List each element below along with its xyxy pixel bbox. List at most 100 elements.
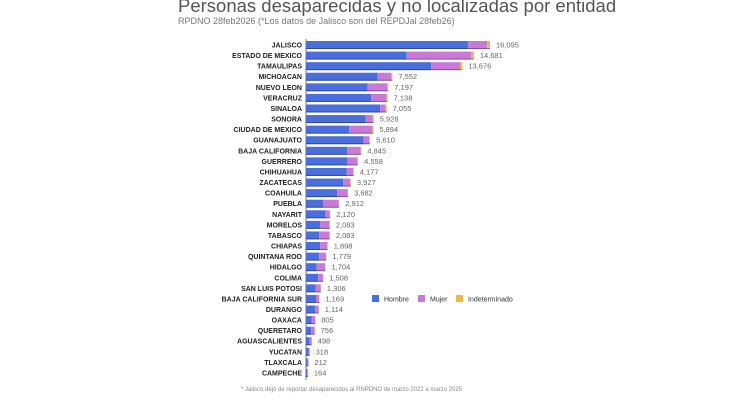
total-value-label: 756 (321, 326, 334, 335)
bar-shadow (306, 375, 308, 377)
bar-segment-indeterminado (372, 125, 374, 134)
category-label: DURANGO (266, 307, 303, 314)
bar-shadow (306, 249, 328, 251)
total-value-label: 2,083 (336, 231, 355, 240)
bar-shadow (306, 196, 349, 198)
bar-segment-hombre (306, 178, 344, 187)
bar-segment-mujer (347, 157, 358, 166)
bar-segment-hombre (306, 83, 368, 92)
bar-segment-mujer (343, 178, 351, 187)
legend-label-hombre: Hombre (384, 297, 409, 304)
bar-segment-hombre (306, 41, 468, 49)
bar-shadow (306, 280, 324, 282)
bar-shadow (306, 354, 310, 356)
bar-segment-mujer (318, 273, 323, 282)
category-label: MICHOACAN (258, 74, 302, 81)
bar-segment-hombre (306, 93, 372, 102)
total-value-label: 498 (318, 337, 331, 346)
bar-segment-mujer (325, 210, 330, 219)
bar-segment-indeterminado (369, 136, 371, 145)
total-value-label: 1,508 (329, 273, 348, 282)
category-label: CHIHUAHUA (260, 169, 302, 176)
chart-footnote: * Jalisco dejó de reportar desaparecidos… (241, 387, 463, 393)
total-value-label: 5,894 (379, 125, 398, 134)
legend-swatch-indeterminado (456, 295, 463, 302)
bar-segment-hombre (306, 284, 316, 293)
category-label: ZACATECAS (259, 180, 302, 187)
bar-shadow (306, 333, 315, 335)
total-value-label: 14,681 (480, 51, 503, 60)
total-value-label: 3,682 (354, 189, 373, 198)
bar-segment-mujer (316, 294, 320, 303)
legend-label-mujer: Mujer (430, 297, 448, 304)
bar-segment-indeterminado (338, 199, 340, 208)
bar-segment-mujer (406, 51, 472, 60)
bar-segment-hombre (306, 231, 320, 240)
bar-segment-hombre (306, 337, 310, 346)
chart-title: Personas desaparecidas y no localizadas … (178, 0, 617, 16)
bar-shadow (306, 58, 474, 60)
category-label: NUEVO LEON (256, 85, 302, 92)
bar-shadow (306, 100, 388, 102)
category-label: CIUDAD DE MEXICO (234, 127, 303, 134)
bar-segment-mujer (346, 146, 361, 155)
category-label: JALISCO (272, 43, 303, 50)
bar-segment-indeterminado (471, 51, 474, 60)
bar-segment-hombre (306, 273, 319, 282)
bar-segment-mujer (380, 104, 386, 113)
bar-segment-hombre (306, 136, 364, 145)
bar-segment-mujer (319, 252, 327, 261)
bar-segment-mujer (319, 231, 330, 240)
bar-segment-hombre (306, 294, 317, 303)
bar-segment-indeterminado (460, 62, 463, 71)
category-label: SAN LUIS POTOSI (241, 286, 302, 293)
category-label: TLAXCALA (264, 360, 302, 367)
bar-segment-hombre (306, 220, 321, 229)
bar-segment-hombre (306, 189, 338, 198)
category-label: HIDALGO (270, 265, 303, 272)
bar-segment-mujer (316, 263, 326, 272)
bar-segment-hombre (306, 167, 347, 176)
bar-segment-mujer (371, 93, 387, 102)
bar-shadow (306, 122, 374, 124)
total-value-label: 1,704 (331, 263, 350, 272)
category-label: TABASCO (268, 233, 303, 240)
bar-segment-hombre (306, 146, 347, 155)
bar-segment-hombre (306, 263, 317, 272)
total-value-label: 2,912 (345, 199, 364, 208)
bar-shadow (306, 270, 326, 272)
category-label: GUERRERO (262, 159, 303, 166)
category-label: SONORA (271, 117, 302, 124)
bar-segment-hombre (306, 252, 320, 261)
total-value-label: 5,928 (380, 115, 399, 124)
legend-label-indeterminado: Indeterminado (468, 297, 513, 304)
bar-segment-mujer (346, 167, 354, 176)
bar-shadow (306, 90, 389, 92)
category-label: MORELOS (267, 222, 303, 229)
legend-swatch-mujer (418, 295, 425, 302)
bar-segment-hombre (306, 316, 312, 325)
bar-segment-mujer (315, 284, 321, 293)
total-value-label: 7,138 (394, 93, 413, 102)
total-value-label: 1,114 (325, 305, 343, 314)
category-label: QUERETARO (258, 328, 303, 335)
bar-shadow (306, 259, 327, 261)
category-label: ESTADO DE MEXICO (232, 53, 302, 60)
total-value-label: 13,676 (468, 62, 491, 71)
category-label: COAHUILA (265, 191, 302, 198)
bar-segment-mujer (467, 41, 488, 49)
category-label: BAJA CALIFORNIA (238, 148, 302, 155)
bar-shadow (306, 301, 320, 303)
bar-segment-indeterminado (350, 178, 351, 187)
bar-shadow (306, 227, 330, 229)
bar-shadow (306, 185, 351, 187)
category-label: CAMPECHE (262, 370, 302, 377)
category-label: VERACRUZ (263, 95, 303, 102)
bar-segment-hombre (306, 358, 308, 367)
bar-shadow (306, 174, 354, 176)
bar-segment-hombre (306, 115, 366, 124)
bar-segment-hombre (306, 125, 350, 134)
category-label: OAXACA (272, 318, 302, 325)
total-value-label: 2,083 (336, 220, 355, 229)
total-value-label: 5,610 (376, 136, 395, 145)
